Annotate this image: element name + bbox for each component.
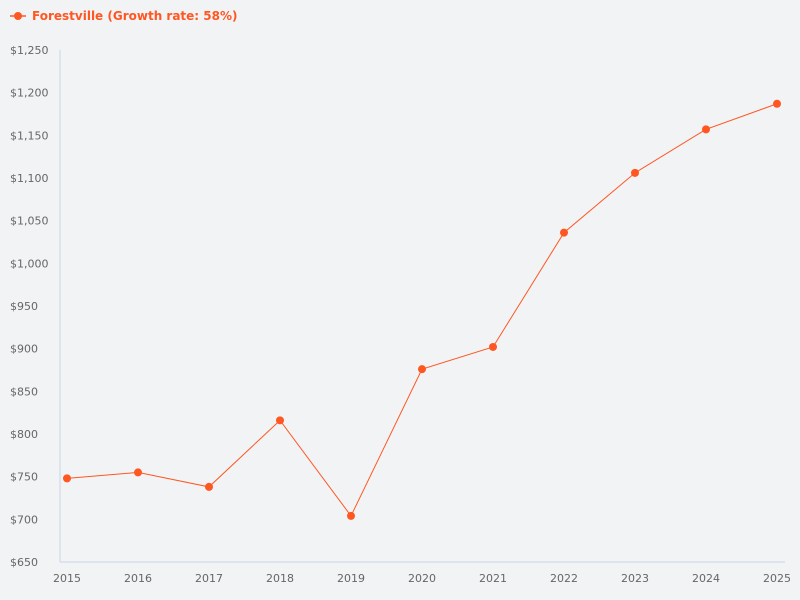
y-tick-label: $1,000 [10, 257, 49, 270]
data-point[interactable] [631, 168, 639, 177]
x-tick-label: 2018 [266, 572, 294, 585]
y-tick-label: $1,050 [10, 215, 49, 228]
x-tick-label: 2023 [621, 572, 649, 585]
x-tick-label: 2015 [53, 572, 81, 585]
data-point[interactable] [63, 474, 71, 483]
x-tick-label: 2017 [195, 572, 223, 585]
y-tick-label: $1,150 [10, 129, 49, 142]
data-point[interactable] [347, 511, 355, 520]
series-line [66, 103, 778, 517]
data-point[interactable] [773, 99, 781, 108]
y-tick-label: $1,200 [10, 87, 49, 100]
x-tick-label: 2022 [550, 572, 578, 585]
data-point[interactable] [276, 416, 284, 425]
legend-label: Forestville (Growth rate: 58%) [32, 9, 238, 23]
x-tick-label: 2024 [692, 572, 720, 585]
data-point[interactable] [560, 228, 568, 237]
x-tick-label: 2019 [337, 572, 365, 585]
y-tick-label: $1,250 [10, 44, 49, 57]
y-tick-label: $850 [10, 385, 38, 398]
y-tick-label: $1,100 [10, 172, 49, 185]
data-point[interactable] [134, 468, 142, 477]
x-tick-label: 2016 [124, 572, 152, 585]
y-tick-label: $900 [10, 343, 38, 356]
x-tick-label: 2021 [479, 572, 507, 585]
y-tick-label: $650 [10, 556, 38, 569]
data-point[interactable] [489, 342, 497, 351]
x-tick-label: 2020 [408, 572, 436, 585]
data-point[interactable] [702, 125, 710, 134]
y-tick-label: $750 [10, 471, 38, 484]
data-point[interactable] [205, 482, 213, 491]
y-tick-label: $700 [10, 513, 38, 526]
data-point[interactable] [418, 365, 426, 374]
legend-item[interactable]: Forestville (Growth rate: 58%) [10, 9, 237, 23]
y-tick-label: $800 [10, 428, 38, 441]
legend-marker-icon [10, 12, 26, 20]
y-tick-label: $950 [10, 300, 38, 313]
x-tick-label: 2025 [763, 572, 791, 585]
